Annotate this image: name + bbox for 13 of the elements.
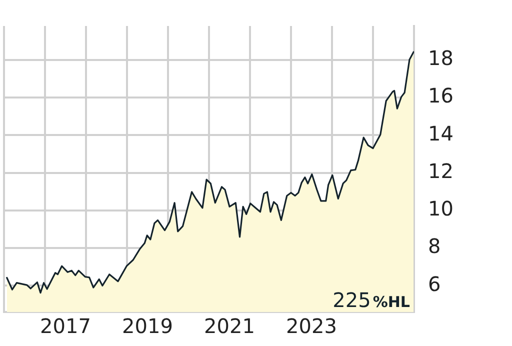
x-tick-label: 2023 xyxy=(286,314,337,338)
y-tick-label: 10 xyxy=(428,196,454,221)
y-tick-label: 16 xyxy=(428,84,454,108)
x-tick-label: 2021 xyxy=(204,314,255,338)
annotation: %HL xyxy=(372,293,410,311)
x-tick-label: 2017 xyxy=(40,314,91,338)
y-tick-label: 12 xyxy=(428,158,454,183)
annotation: 225 xyxy=(332,288,371,312)
y-tick-label: 14 xyxy=(428,121,454,146)
y-tick-label: 6 xyxy=(428,272,441,296)
y-tick-label: 8 xyxy=(428,234,441,258)
x-tick-label: 2019 xyxy=(122,314,173,338)
y-tick-label: 18 xyxy=(428,46,454,70)
